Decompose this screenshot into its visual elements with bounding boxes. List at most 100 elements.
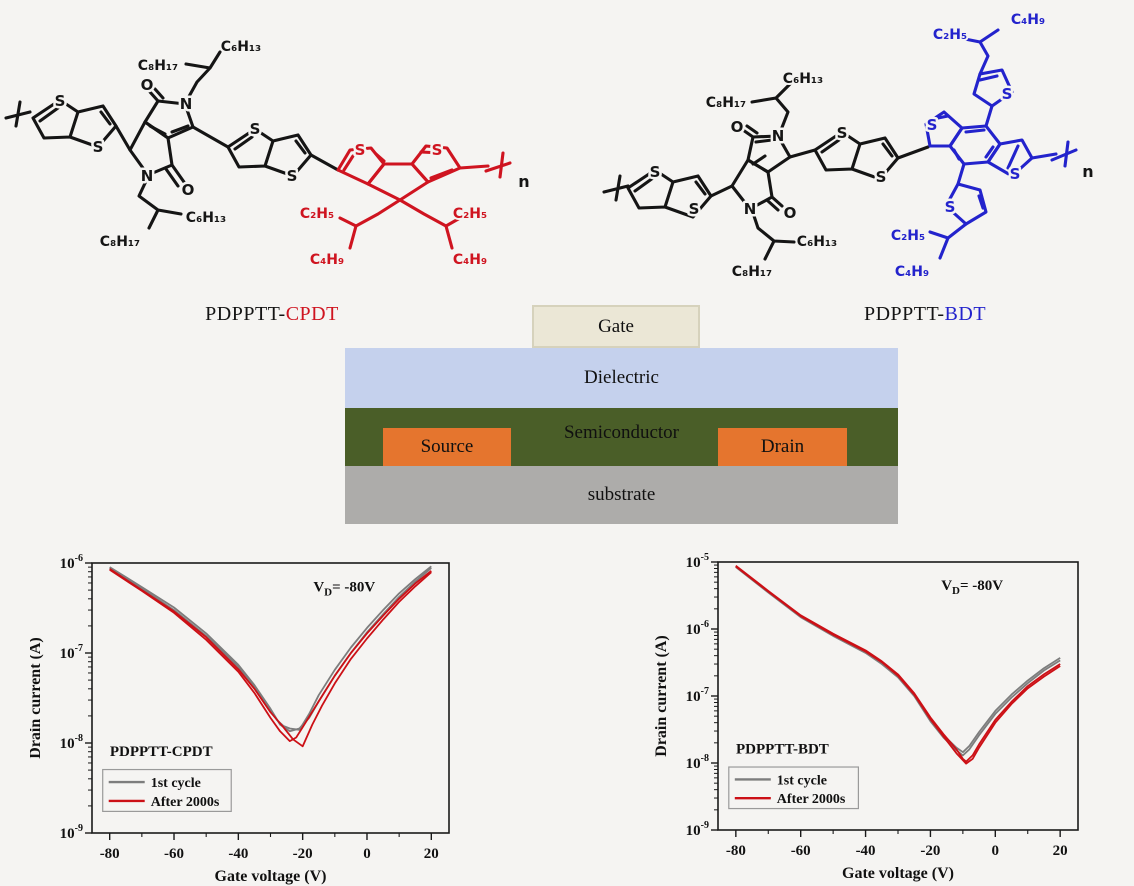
atom-o: O: [731, 118, 744, 136]
y-tick-label: 10-7: [686, 686, 709, 705]
cpdt-black-skeleton: [4, 50, 340, 230]
semiconductor-label: Semiconductor: [563, 422, 680, 443]
y-tick-label: 10-5: [686, 552, 709, 571]
repeat-n: n: [1082, 162, 1093, 181]
structure-pdpptt-bdt: S S S S N N O O S S S S C₈H₁₇ C₆H₁₃ C₈H₁…: [602, 10, 1094, 282]
formula-c6h13: C₆H₁₃: [783, 71, 823, 87]
device-layer-gate: Gate: [532, 305, 700, 348]
series-line-1: [735, 564, 1061, 763]
legend-label: 1st cycle: [777, 773, 827, 788]
series-line-1: [109, 569, 432, 743]
x-tick-label: -20: [293, 846, 313, 862]
substrate-label: substrate: [587, 484, 656, 505]
formula-c8h17: C₈H₁₇: [706, 95, 746, 111]
series-line-1: [735, 565, 1061, 765]
y-tick-label: 10-8: [686, 753, 709, 772]
x-tick-label: -40: [228, 846, 248, 862]
device-layer-substrate: substrate: [345, 466, 898, 524]
legend-box: [102, 768, 232, 813]
formula-c6h13: C₆H₁₃: [186, 210, 226, 226]
legend-label: After 2000s: [151, 795, 220, 810]
atom-s: S: [876, 168, 887, 186]
atom-s: S: [355, 141, 366, 159]
dielectric-label: Dielectric: [584, 367, 659, 388]
repeat-n: n: [518, 172, 529, 191]
caption-prefix: PDPPTT-: [863, 303, 945, 325]
formula-c8h17: C₈H₁₇: [732, 264, 772, 280]
plot-series-title: PDPPTT-CPDT: [110, 744, 213, 760]
series-line-1: [109, 568, 432, 748]
atom-s: S: [250, 120, 261, 138]
atom-s: S: [650, 163, 661, 181]
formula-c6h13: C₆H₁₃: [221, 39, 261, 55]
device-electrode-source: Source: [383, 428, 511, 466]
atom-o: O: [182, 181, 195, 199]
x-tick-label: -60: [791, 843, 811, 859]
atom-s: S: [93, 138, 104, 156]
bdt-black-skeleton: [602, 82, 930, 261]
formula-c6h13: C₆H₁₃: [797, 234, 837, 250]
atom-s: S: [55, 92, 66, 110]
x-tick-label: 0: [363, 846, 371, 862]
atom-s: S: [689, 200, 700, 218]
device-electrode-drain: Drain: [718, 428, 847, 466]
atom-s: S: [945, 198, 956, 216]
caption-suffix: BDT: [944, 303, 987, 325]
bdt-blue-skeleton: [924, 28, 1078, 260]
y-tick-label: 10-9: [60, 823, 83, 842]
drain-label: Drain: [760, 436, 805, 457]
device-layer-dielectric: Dielectric: [345, 348, 898, 408]
y-tick-label: 10-8: [60, 733, 83, 752]
caption-pdpptt-cpdt: PDPPTT-CPDT: [157, 303, 387, 326]
y-tick-label: 10-6: [686, 619, 709, 638]
series-line-0: [109, 565, 432, 731]
legend-label: After 2000s: [777, 792, 846, 807]
series-line-0: [735, 566, 1061, 757]
formula-c8h17: C₈H₁₇: [100, 234, 140, 250]
atom-s: S: [837, 124, 848, 142]
x-tick-label: -80: [100, 846, 120, 862]
formula-c2h5: C₂H₅: [933, 27, 967, 43]
atom-s: S: [1010, 165, 1021, 183]
y-tick-label: 10-7: [60, 643, 83, 662]
formula-c2h5: C₂H₅: [300, 206, 334, 222]
vd-annotation: VD= -80V: [313, 579, 375, 598]
atom-n: N: [180, 95, 193, 113]
x-tick-label: -20: [920, 843, 940, 859]
atom-o: O: [784, 204, 797, 222]
formula-c8h17: C₈H₁₇: [138, 58, 178, 74]
formula-c4h9: C₄H₉: [895, 264, 929, 280]
atom-n: N: [772, 127, 785, 145]
caption-prefix: PDPPTT-: [205, 303, 286, 325]
legend-box: [728, 766, 860, 810]
atom-s: S: [1002, 85, 1013, 103]
cpdt-red-skeleton: [336, 144, 512, 250]
caption-suffix: CPDT: [285, 303, 339, 325]
x-tick-label: 20: [424, 846, 439, 862]
structure-pdpptt-cpdt: S S S S N N O O S S C₈H₁₇ C₆H₁₃ C₈H₁₇ C₆…: [4, 37, 530, 270]
atom-n: N: [744, 200, 757, 218]
atom-n: N: [141, 167, 154, 185]
y-axis-title: Drain current (A): [30, 637, 44, 758]
vd-annotation: VD= -80V: [941, 578, 1003, 597]
x-tick-label: 0: [992, 843, 1000, 859]
y-axis-title: Drain current (A): [653, 635, 670, 756]
plot-pdpptt-cpdt: -80 -60 -40 -20 0 20 10-6 10-7 10-8 10-9 Gate volt…: [30, 553, 450, 885]
caption-pdpptt-bdt: PDPPTT-BDT: [825, 303, 1025, 326]
series-line-0: [109, 566, 432, 733]
formula-c4h9: C₄H₉: [1011, 12, 1045, 28]
y-tick-label: 10-6: [60, 553, 83, 572]
series-line-0: [735, 565, 1061, 754]
plot-series-title: PDPPTT-BDT: [736, 742, 829, 758]
atom-o: O: [141, 76, 154, 94]
plot-frame: [717, 561, 1079, 831]
source-label: Source: [420, 436, 474, 457]
atom-s: S: [927, 116, 938, 134]
gate-label: Gate: [598, 315, 634, 337]
x-tick-label: -40: [856, 843, 876, 859]
atom-s: S: [432, 141, 443, 159]
x-axis-title: Gate voltage (V): [842, 865, 954, 882]
formula-c2h5: C₂H₅: [891, 228, 925, 244]
formula-c2h5: C₂H₅: [453, 206, 487, 222]
